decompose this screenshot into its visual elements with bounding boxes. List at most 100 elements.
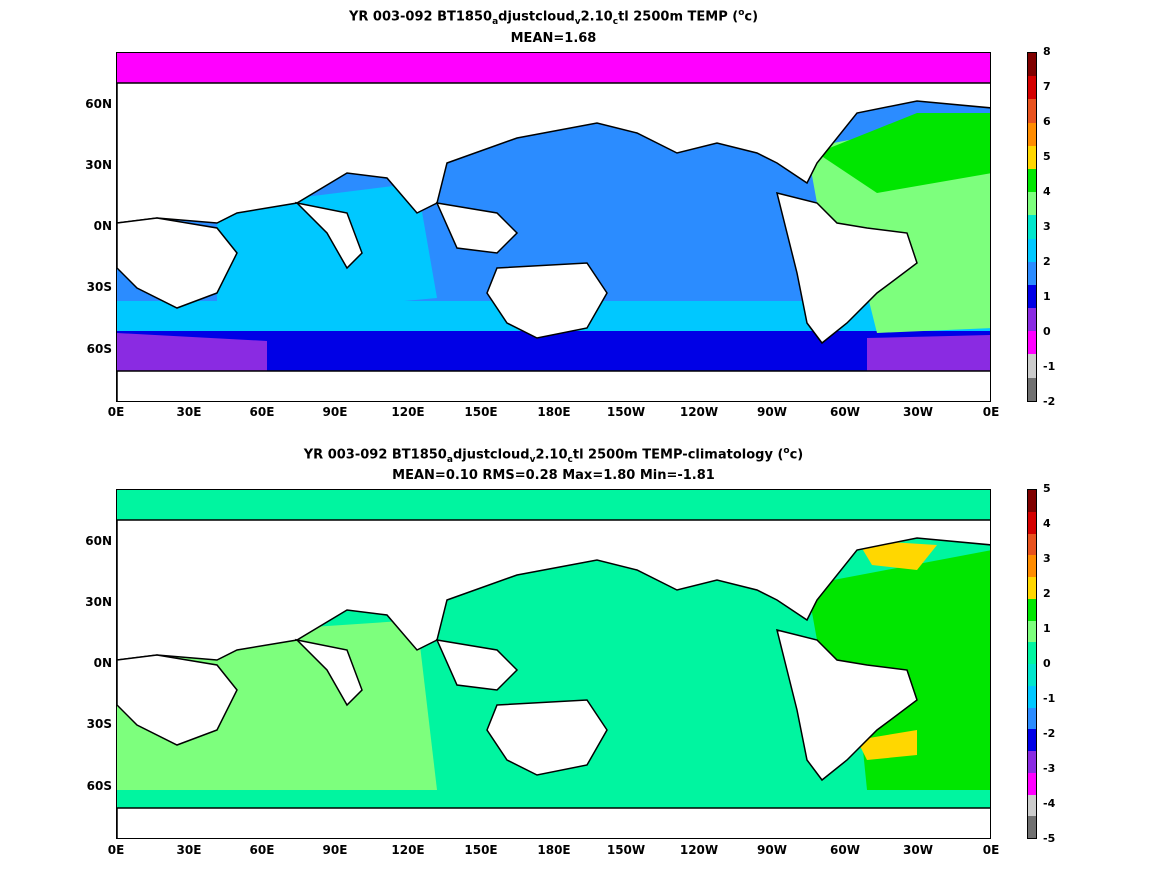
top-map-plot [116,52,991,402]
top-colorbar-swatch [1028,215,1036,239]
bottom-colorbar-label: 2 [1043,587,1051,600]
top-colorbar-swatch [1028,331,1036,355]
bottom-colorbar-label: 4 [1043,517,1051,530]
top-lon-label-150w: 150W [606,405,646,419]
bottom-lon-label-150w: 150W [606,843,646,857]
top-arctic-band [117,53,990,83]
bottom-lon-label-120w: 120W [679,843,719,857]
top-colorbar-swatch [1028,261,1036,285]
top-south-america [775,191,918,345]
bottom-lat-label-60s: 60S [86,779,112,793]
bottom-lon-label-30w: 30W [903,843,933,857]
top-se-asia [435,202,519,254]
top-lon-label-30e: 30E [176,405,202,419]
top-colorbar-label: 0 [1043,325,1051,338]
top-colorbar-label: 7 [1043,80,1051,93]
top-lat-label-60n: 60N [85,97,112,111]
top-colorbar-swatch [1028,76,1036,100]
top-lon-label-0e: 0E [107,405,125,419]
top-lon-label-120w: 120W [679,405,719,419]
bottom-colorbar-label: 0 [1043,657,1051,670]
top-colorbar-swatch [1028,377,1036,401]
bottom-lon-label-180e: 180E [537,843,571,857]
bottom-colorbar-swatch [1028,533,1036,556]
bottom-lon-label-60e: 60E [249,843,275,857]
top-colorbar-swatch [1028,53,1036,77]
top-colorbar [1027,52,1037,402]
bottom-lon-label-30e: 30E [176,843,202,857]
bottom-colorbar-swatch [1028,620,1036,643]
bottom-colorbar-swatch [1028,664,1036,686]
bottom-colorbar-swatch [1028,511,1036,534]
bottom-antarctica [117,807,990,838]
bottom-colorbar-swatch [1028,642,1036,664]
top-india [294,201,363,270]
top-colorbar-label: 4 [1043,185,1051,198]
top-north-atlantic-region [817,113,990,193]
top-lat-label-30s: 30S [86,280,112,294]
bottom-lon-label-150e: 150E [464,843,498,857]
bottom-colorbar-swatch [1028,707,1036,730]
top-ross-region [867,335,990,375]
top-lon-label-120e: 120E [391,405,425,419]
bottom-lat-label-30n: 30N [85,595,112,609]
bottom-colorbar-label: -1 [1043,692,1056,705]
bottom-india [294,638,363,707]
bottom-colorbar-label: -3 [1043,762,1056,775]
bottom-australia [486,699,608,776]
bottom-colorbar-label: 5 [1043,482,1051,495]
top-australia [486,262,608,339]
top-weddell-region [117,333,267,371]
bottom-lon-label-0e-end: 0E [982,843,1000,857]
bottom-map-stats: MEAN=0.10 RMS=0.28 Max=1.80 Min=-1.81 [392,468,715,483]
bottom-colorbar-swatch [1028,490,1036,512]
bottom-colorbar-label: 3 [1043,552,1051,565]
bottom-colorbar-swatch [1028,555,1036,577]
top-colorbar-label: 2 [1043,255,1051,268]
top-colorbar-swatch [1028,308,1036,332]
bottom-map-title: YR 003-092 BT1850adjustcloudv2.10ctl 250… [303,446,804,465]
bottom-map-svg [117,490,990,838]
top-colorbar-swatch [1028,122,1036,146]
top-lat-label-0n: 0N [93,219,112,233]
top-lat-label-60s: 60S [86,342,112,356]
top-map-svg [117,53,990,401]
top-lon-label-60w: 60W [830,405,860,419]
top-colorbar-label: 5 [1043,150,1051,163]
bottom-lon-label-0e: 0E [107,843,125,857]
top-colorbar-label: 8 [1043,45,1051,58]
top-land [117,82,990,401]
bottom-colorbar-swatch [1028,598,1036,621]
bottom-map-plot [116,489,991,839]
bottom-land [117,519,990,838]
bottom-se-asia [435,639,519,691]
top-colorbar-swatch [1028,192,1036,216]
bottom-lon-label-90w: 90W [757,843,787,857]
top-lon-label-90e: 90E [322,405,348,419]
top-antarctica [117,370,990,401]
top-colorbar-swatch [1028,284,1036,309]
bottom-colorbar [1027,489,1037,839]
top-lon-label-60e: 60E [249,405,275,419]
bottom-colorbar-swatch [1028,729,1036,751]
bottom-lon-label-90e: 90E [322,843,348,857]
top-lon-label-90w: 90W [757,405,787,419]
bottom-lon-label-120e: 120E [391,843,425,857]
top-colorbar-swatch [1028,99,1036,123]
bottom-colorbar-swatch [1028,577,1036,599]
bottom-lat-label-0n: 0N [93,656,112,670]
bottom-colorbar-swatch [1028,685,1036,708]
top-north-continents [117,82,990,224]
bottom-colorbar-swatch [1028,772,1036,795]
top-colorbar-label: 1 [1043,290,1051,303]
top-lon-label-30w: 30W [903,405,933,419]
bottom-south-atl-yellow [857,730,917,760]
top-map-stats: MEAN=1.68 [510,31,597,46]
top-colorbar-label: -1 [1043,360,1056,373]
top-lon-label-150e: 150E [464,405,498,419]
top-colorbar-label: 6 [1043,115,1051,128]
top-lat-label-30n: 30N [85,158,112,172]
bottom-colorbar-label: -2 [1043,727,1056,740]
top-map-title: YR 003-092 BT1850adjustcloudv2.10ctl 250… [348,8,759,27]
top-colorbar-label: 3 [1043,220,1051,233]
